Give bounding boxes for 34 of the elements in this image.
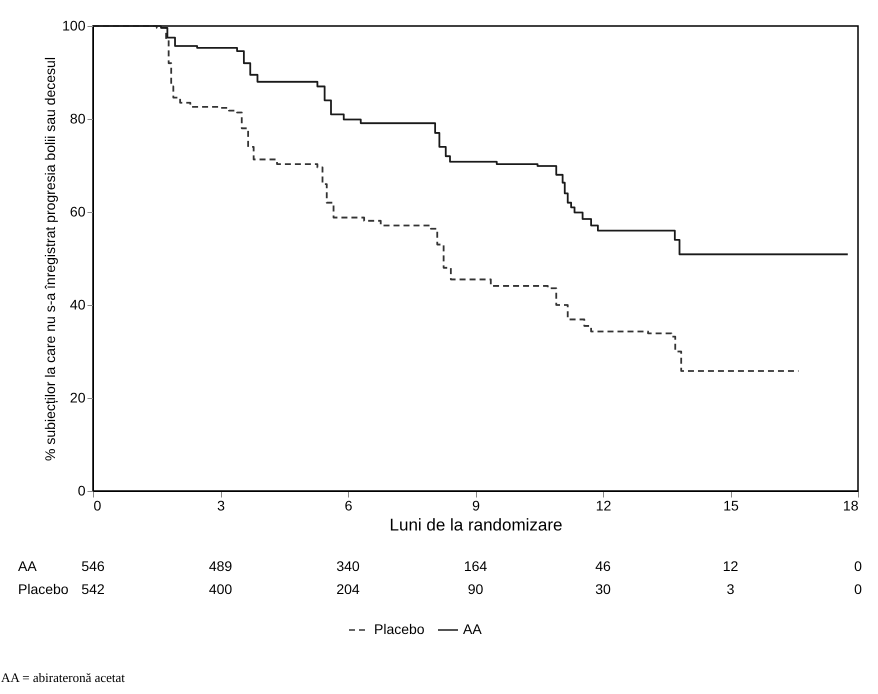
x-tick-label: 3 (217, 498, 226, 514)
text: 164 (464, 558, 488, 574)
text: 546 (81, 558, 105, 574)
legend-label: Placebo (374, 621, 425, 637)
x-tick-label: 18 (842, 498, 859, 514)
text: 542 (81, 581, 105, 597)
x-tick-label: 12 (596, 498, 612, 514)
x-tick-label: 0 (94, 498, 102, 514)
text: 3 (726, 581, 735, 597)
text: Placebo (18, 581, 69, 597)
y-tick-label: 0 (78, 482, 86, 498)
y-tick-label: 100 (62, 18, 86, 34)
text: 204 (336, 581, 360, 597)
x-tick-label: 9 (472, 498, 480, 514)
text: 0 (854, 558, 862, 574)
text: AA (18, 558, 38, 574)
text: 90 (468, 581, 484, 597)
x-tick-label: 15 (723, 498, 739, 514)
y-tick-label: 40 (70, 296, 86, 312)
text: 0 (854, 581, 862, 597)
y-axis-title: % subiecților la care nu s-a înregistrat progresia bolii sau decesul (42, 57, 58, 461)
text: 46 (595, 558, 611, 574)
x-axis-title: Luni de la randomizare (390, 516, 562, 534)
y-tick-label: 80 (70, 110, 86, 126)
x-tick-label: 6 (344, 498, 353, 514)
text: 12 (722, 558, 738, 574)
text: 340 (336, 558, 360, 574)
y-tick-label: 60 (70, 204, 86, 220)
text: 489 (208, 558, 232, 574)
y-tick-label: 20 (70, 390, 86, 406)
text: 400 (208, 581, 232, 597)
text: AA = abirateronă acetat (1, 670, 126, 685)
text: 30 (595, 581, 611, 597)
legend-label: AA (463, 621, 482, 637)
